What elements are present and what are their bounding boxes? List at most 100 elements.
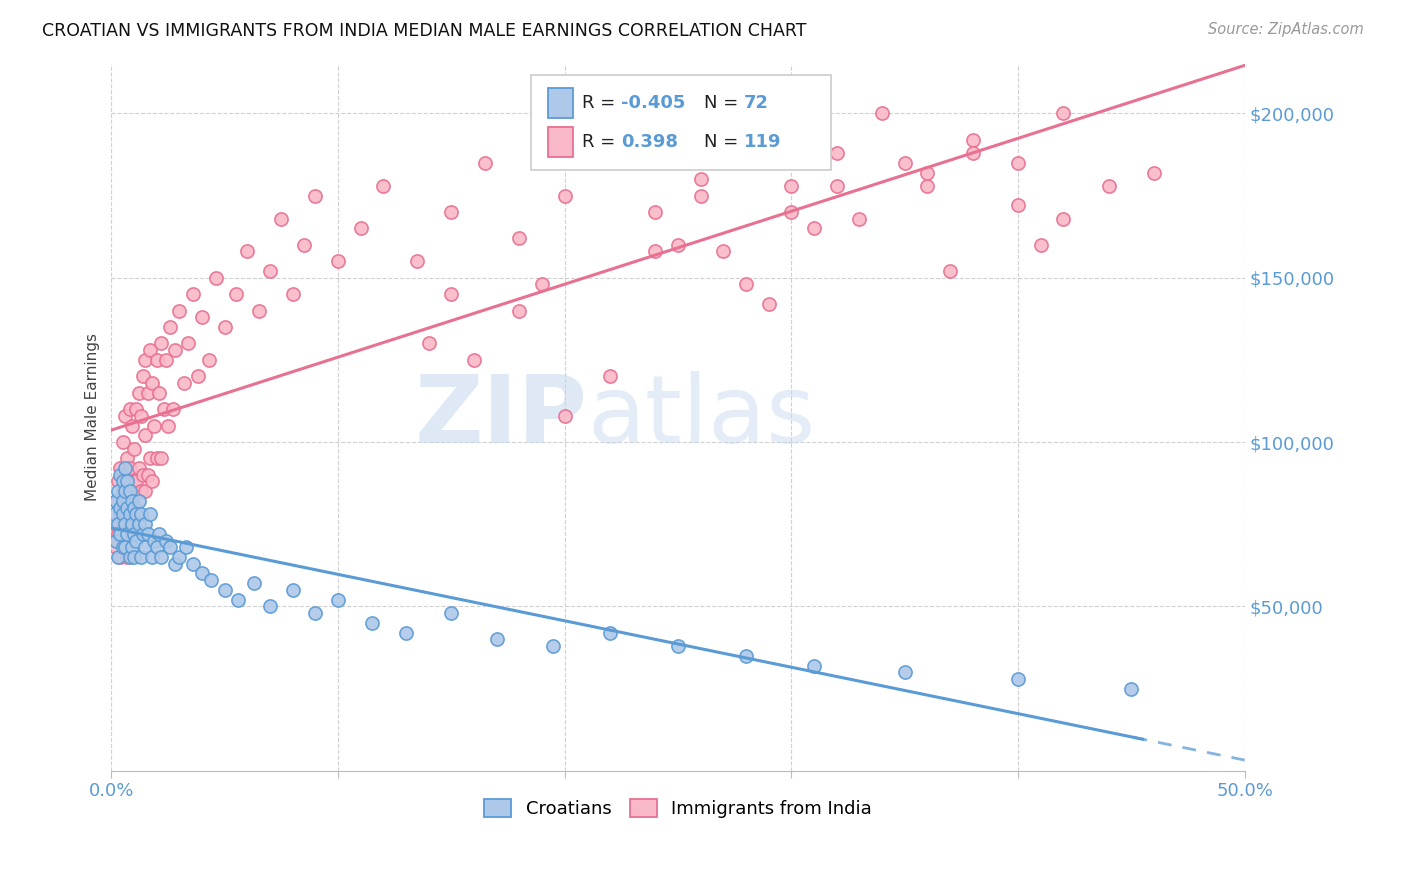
- Point: [150, 550, 173, 565]
- Point: [1121, 681, 1143, 696]
- Point: [259, 264, 281, 278]
- Point: [128, 517, 150, 532]
- Point: [118, 461, 141, 475]
- Point: [350, 221, 373, 235]
- Point: [107, 527, 129, 541]
- Point: [122, 442, 145, 456]
- Point: [117, 527, 139, 541]
- Point: [1007, 155, 1029, 169]
- Point: [111, 517, 134, 532]
- Point: [118, 500, 141, 515]
- Point: [110, 550, 132, 565]
- Point: [917, 165, 939, 179]
- Point: [204, 270, 226, 285]
- Text: N =: N =: [704, 94, 744, 112]
- Point: [117, 475, 139, 489]
- Point: [143, 418, 166, 433]
- Point: [644, 244, 666, 259]
- Point: [406, 254, 429, 268]
- Point: [136, 527, 159, 541]
- Point: [157, 418, 180, 433]
- Point: [122, 527, 145, 541]
- Point: [129, 409, 152, 423]
- Point: [118, 508, 141, 522]
- Point: [104, 533, 127, 548]
- Point: [163, 343, 186, 357]
- Point: [136, 467, 159, 482]
- Point: [825, 178, 848, 193]
- Point: [111, 508, 134, 522]
- Point: [225, 287, 247, 301]
- Point: [155, 352, 177, 367]
- Point: [304, 606, 326, 620]
- Point: [1098, 178, 1121, 193]
- Point: [163, 557, 186, 571]
- Point: [148, 385, 170, 400]
- Point: [129, 484, 152, 499]
- Point: [440, 205, 463, 219]
- Point: [485, 632, 508, 647]
- Point: [134, 517, 156, 532]
- Point: [111, 475, 134, 489]
- Point: [110, 508, 132, 522]
- Point: [174, 540, 197, 554]
- Point: [191, 566, 214, 581]
- Point: [118, 550, 141, 565]
- Point: [543, 639, 565, 653]
- Point: [198, 352, 221, 367]
- Point: [187, 369, 209, 384]
- Point: [1143, 165, 1166, 179]
- Point: [735, 648, 758, 663]
- Point: [326, 254, 349, 268]
- Point: [169, 550, 191, 565]
- Point: [114, 409, 136, 423]
- Point: [803, 658, 825, 673]
- Point: [129, 508, 152, 522]
- Point: [599, 369, 621, 384]
- Point: [107, 484, 129, 499]
- Point: [122, 527, 145, 541]
- Point: [103, 517, 125, 532]
- Point: [141, 475, 163, 489]
- Point: [139, 508, 162, 522]
- Point: [141, 376, 163, 390]
- Point: [118, 484, 141, 499]
- Point: [917, 178, 939, 193]
- Point: [181, 557, 204, 571]
- Point: [292, 237, 315, 252]
- Point: [666, 639, 689, 653]
- Point: [894, 665, 917, 679]
- Point: [117, 451, 139, 466]
- Text: CROATIAN VS IMMIGRANTS FROM INDIA MEDIAN MALE EARNINGS CORRELATION CHART: CROATIAN VS IMMIGRANTS FROM INDIA MEDIAN…: [42, 22, 807, 40]
- Point: [939, 264, 962, 278]
- Point: [247, 303, 270, 318]
- Point: [214, 582, 236, 597]
- Text: 0.398: 0.398: [621, 133, 679, 151]
- Point: [780, 205, 803, 219]
- Text: 72: 72: [744, 94, 769, 112]
- Point: [134, 484, 156, 499]
- Y-axis label: Median Male Earnings: Median Male Earnings: [86, 334, 100, 501]
- Point: [1029, 237, 1052, 252]
- Point: [508, 303, 530, 318]
- Point: [134, 428, 156, 442]
- Point: [191, 310, 214, 325]
- Point: [114, 484, 136, 499]
- Text: -0.405: -0.405: [621, 94, 686, 112]
- Point: [150, 336, 173, 351]
- Point: [228, 592, 250, 607]
- Point: [110, 461, 132, 475]
- Point: [110, 527, 132, 541]
- Point: [122, 550, 145, 565]
- Point: [111, 484, 134, 499]
- Point: [463, 352, 485, 367]
- Point: [107, 517, 129, 532]
- Text: R =: R =: [582, 133, 627, 151]
- Point: [326, 592, 349, 607]
- Point: [117, 550, 139, 565]
- Point: [962, 133, 984, 147]
- Text: 119: 119: [744, 133, 782, 151]
- Point: [114, 517, 136, 532]
- Point: [132, 527, 155, 541]
- Text: atlas: atlas: [588, 371, 815, 463]
